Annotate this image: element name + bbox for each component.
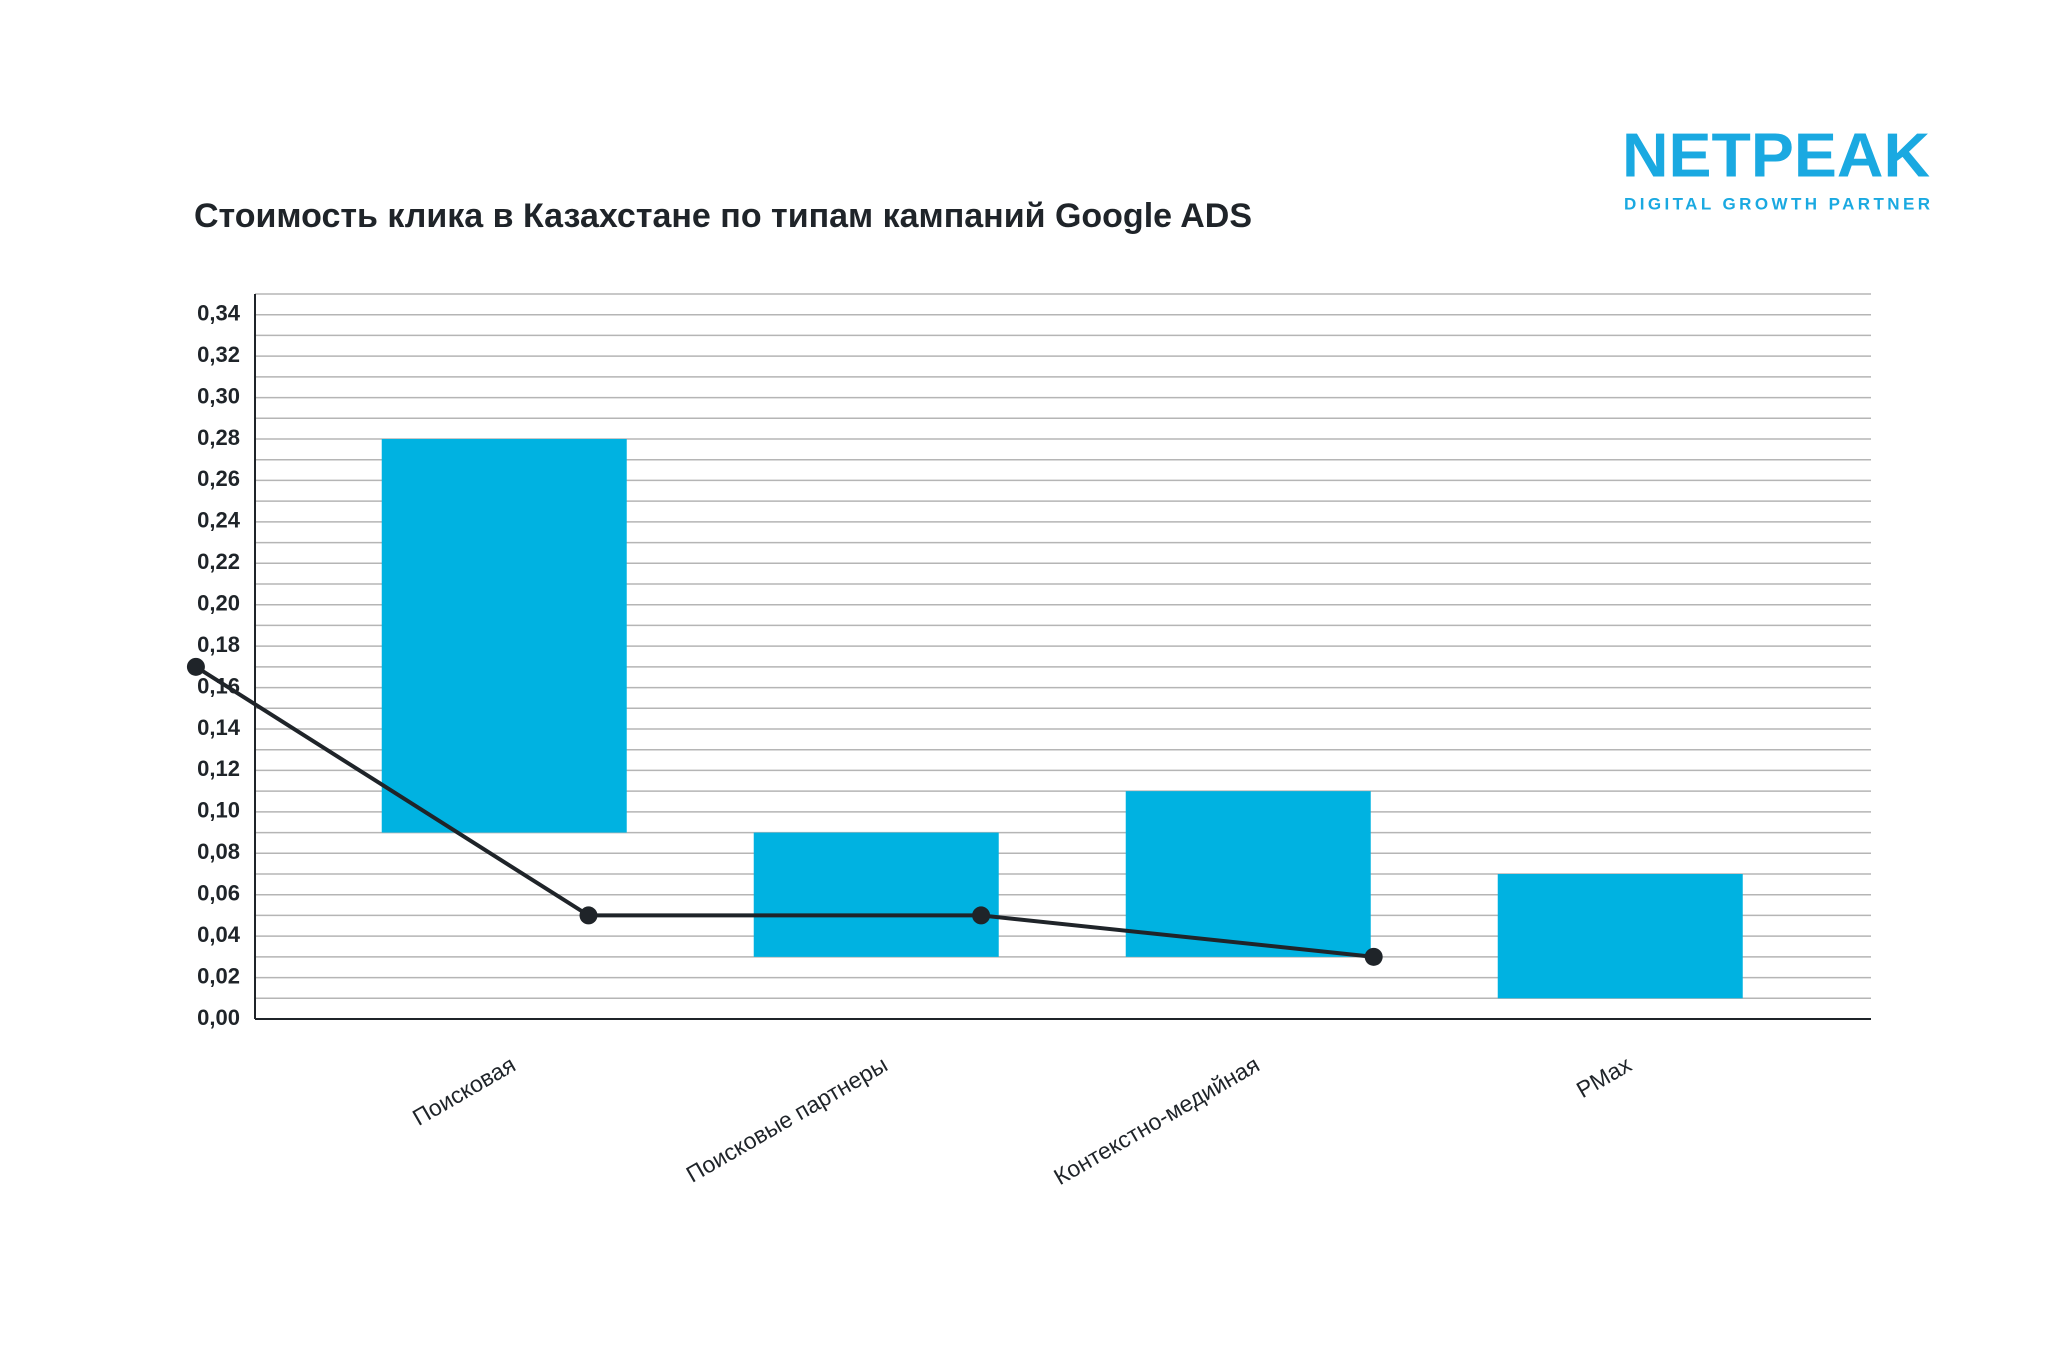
y-tick-label: 0,10 xyxy=(197,798,240,823)
point xyxy=(186,657,205,676)
y-tick-label: 0,04 xyxy=(197,922,241,947)
point xyxy=(1364,947,1383,966)
range-bar xyxy=(753,832,999,957)
y-tick-label: 0,22 xyxy=(197,549,240,574)
range-bar xyxy=(381,439,627,833)
x-tick-label: Поисковая xyxy=(408,1051,520,1131)
brand-name: NETPEAK xyxy=(1622,121,1930,190)
range-bar xyxy=(1497,874,1743,999)
x-tick-label: PMax xyxy=(1572,1051,1636,1103)
y-tick-label: 0,18 xyxy=(197,632,240,657)
x-tick-label: Поисковые партнеры xyxy=(682,1051,892,1187)
y-tick-label: 0,28 xyxy=(197,425,240,450)
y-tick-label: 0,34 xyxy=(197,301,241,326)
y-tick-label: 0,26 xyxy=(197,466,240,491)
y-tick-label: 0,06 xyxy=(197,881,240,906)
y-tick-label: 0,16 xyxy=(197,673,240,698)
line xyxy=(194,665,1374,959)
point xyxy=(972,906,991,925)
y-tick-label: 0,12 xyxy=(197,756,240,781)
chart-title: Стоимость клика в Казахстане по типам ка… xyxy=(194,197,1252,235)
y-tick-label: 0,20 xyxy=(197,591,240,616)
y-tick-label: 0,30 xyxy=(197,383,240,408)
y-tick-label: 0,00 xyxy=(197,1005,240,1030)
y-tick-label: 0,24 xyxy=(197,508,241,533)
range-bar xyxy=(1125,791,1371,957)
y-tick-label: 0,14 xyxy=(197,715,241,740)
y-tick-label: 0,32 xyxy=(197,342,240,367)
point xyxy=(579,906,598,925)
x-tick-label: Контекстно-медийная xyxy=(1049,1051,1263,1190)
y-tick-label: 0,08 xyxy=(197,839,240,864)
y-tick-label: 0,02 xyxy=(197,963,240,988)
brand-tagline: DIGITAL GROWTH PARTNER xyxy=(1624,194,1930,213)
